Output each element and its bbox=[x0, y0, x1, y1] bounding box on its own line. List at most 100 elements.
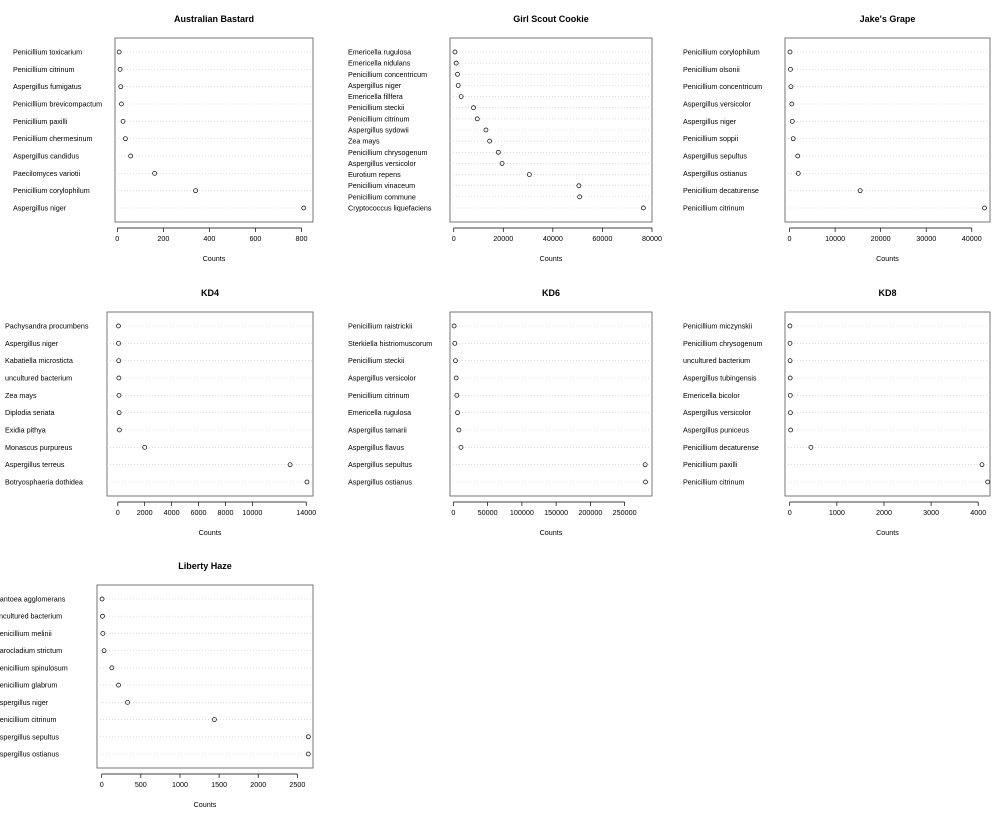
category-label: uncultured bacterium bbox=[683, 356, 750, 365]
category-label: Penicillium paxilli bbox=[13, 117, 68, 126]
x-tick-label: 10000 bbox=[242, 508, 262, 517]
data-point bbox=[452, 340, 458, 346]
category-label: Penicillium citrinum bbox=[348, 114, 410, 123]
data-point bbox=[304, 479, 310, 485]
data-point bbox=[795, 153, 801, 159]
data-point bbox=[790, 136, 796, 142]
x-tick-label: 0 bbox=[100, 780, 104, 789]
category-label: Eurotium repens bbox=[348, 170, 401, 179]
category-label: Zea mays bbox=[348, 137, 380, 146]
data-point bbox=[857, 188, 863, 194]
data-point bbox=[142, 444, 148, 450]
data-point bbox=[576, 183, 582, 189]
data-point bbox=[116, 323, 121, 329]
x-tick-label: 150000 bbox=[544, 508, 568, 517]
data-point bbox=[454, 392, 460, 398]
x-tick-label: 20000 bbox=[871, 234, 891, 243]
x-tick-label: 1000 bbox=[829, 508, 845, 517]
chart-panel: KD8 Penicillium miczynskii Penicillium chr… bbox=[683, 288, 991, 537]
category-label: Aspergillus versicolor bbox=[348, 159, 417, 168]
x-tick-label: 2500 bbox=[289, 780, 305, 789]
data-point bbox=[116, 392, 122, 398]
category-label: Penicillium soppii bbox=[683, 134, 739, 143]
data-point bbox=[120, 118, 126, 124]
chart-panel: KD6 Penicillium raistrickii Sterkiella his… bbox=[348, 288, 653, 537]
x-tick-label: 80000 bbox=[642, 234, 662, 243]
data-point bbox=[979, 462, 985, 468]
data-point bbox=[116, 358, 122, 364]
chart-panel: KD4 Pachysandra procumbens Aspergillus nig… bbox=[5, 288, 316, 537]
data-point bbox=[116, 410, 122, 416]
category-label: Penicillium chermesinum bbox=[13, 134, 93, 143]
x-tick-label: 8000 bbox=[217, 508, 233, 517]
data-point bbox=[788, 66, 793, 72]
data-point bbox=[301, 205, 307, 211]
category-label: Aspergillus ostianus bbox=[0, 750, 59, 759]
data-point bbox=[116, 682, 121, 688]
chart-panel: Liberty Haze Pantoea agglomerans unculture… bbox=[0, 561, 314, 809]
x-tick-label: 0 bbox=[116, 508, 120, 517]
data-point bbox=[212, 717, 217, 722]
data-point bbox=[100, 631, 106, 636]
category-label: Aspergillus candidus bbox=[13, 152, 79, 161]
category-label: Paecilomyces variotii bbox=[13, 169, 81, 178]
data-point bbox=[116, 49, 122, 55]
category-label: Aspergillus ostianus bbox=[348, 478, 412, 487]
category-label: Penicillium spinulosum bbox=[0, 663, 68, 672]
chart-title: Liberty Haze bbox=[178, 561, 232, 571]
data-point bbox=[119, 101, 124, 107]
data-point bbox=[453, 60, 459, 66]
x-tick-label: 1000 bbox=[172, 780, 188, 789]
data-point bbox=[577, 194, 582, 200]
category-label: Penicillium citrinum bbox=[683, 478, 745, 487]
x-tick-label: 1500 bbox=[211, 780, 227, 789]
data-point bbox=[808, 444, 814, 450]
category-label: Emericella rugulosa bbox=[348, 48, 411, 57]
data-point bbox=[499, 161, 505, 166]
x-tick-label: 250000 bbox=[613, 508, 637, 517]
category-label: Penicillium citrinum bbox=[683, 204, 745, 213]
category-label: Aspergillus versicolor bbox=[683, 408, 752, 417]
x-tick-label: 6000 bbox=[191, 508, 207, 517]
category-label: Aspergillus ostianus bbox=[683, 169, 747, 178]
category-label: Sterkiella histriomuscorum bbox=[348, 339, 432, 348]
data-point bbox=[193, 188, 198, 194]
category-label: Penicillium glabrum bbox=[0, 681, 57, 690]
category-label: Penicillium steckii bbox=[348, 356, 405, 365]
data-point bbox=[116, 375, 122, 381]
data-point bbox=[100, 613, 105, 619]
data-point bbox=[643, 479, 648, 485]
x-tick-label: 2000 bbox=[137, 508, 153, 517]
x-axis-label: Counts bbox=[540, 528, 563, 537]
category-label: Penicillium decaturense bbox=[683, 443, 759, 452]
category-label: Penicillium brevicompactum bbox=[13, 100, 102, 109]
category-label: Kabatiella microsticta bbox=[5, 356, 73, 365]
data-point bbox=[788, 84, 794, 90]
x-tick-label: 10000 bbox=[825, 234, 845, 243]
category-label: Sarocladium strictum bbox=[0, 646, 62, 655]
data-point bbox=[471, 105, 476, 111]
data-point bbox=[455, 71, 460, 77]
category-label: Aspergillus tamarii bbox=[348, 426, 407, 435]
data-point bbox=[116, 340, 121, 346]
data-point bbox=[109, 665, 115, 671]
plot-frame bbox=[784, 37, 991, 223]
data-point bbox=[487, 138, 493, 144]
data-point bbox=[123, 136, 128, 142]
category-label: Aspergillus niger bbox=[348, 81, 402, 90]
category-label: Penicillium commune bbox=[348, 192, 416, 201]
x-tick-label: 0 bbox=[451, 508, 455, 517]
x-tick-label: 3000 bbox=[923, 508, 939, 517]
category-label: Penicillium decaturense bbox=[683, 186, 759, 195]
category-label: Penicillium vinaceum bbox=[348, 181, 415, 190]
plot-frame bbox=[114, 37, 314, 223]
x-tick-label: 200 bbox=[157, 234, 169, 243]
x-tick-label: 0 bbox=[115, 234, 119, 243]
x-axis-label: Counts bbox=[540, 254, 563, 263]
data-point bbox=[526, 172, 532, 177]
x-tick-label: 20000 bbox=[493, 234, 513, 243]
category-label: Penicillium corylophilum bbox=[13, 186, 90, 195]
chart-title: Australian Bastard bbox=[174, 14, 254, 24]
category-label: Aspergillus sydowii bbox=[348, 126, 409, 135]
x-tick-label: 14000 bbox=[296, 508, 316, 517]
